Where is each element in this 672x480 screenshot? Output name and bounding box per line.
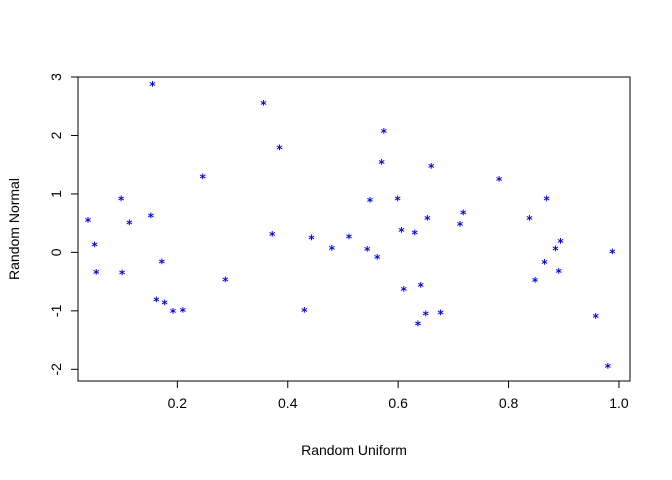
data-point: * [531,275,538,289]
x-tick-label: 1.0 [609,395,629,411]
data-point: * [345,231,352,245]
data-point: * [592,311,599,325]
data-point: * [117,193,124,207]
data-point: * [460,207,467,221]
data-point: * [394,193,401,207]
data-point: * [84,215,91,229]
data-point: * [526,213,533,227]
data-point: * [380,126,387,140]
x-tick-label: 0.6 [388,395,408,411]
x-axis: 0.2 0.4 0.6 0.8 1.0 [168,380,629,411]
data-point: * [153,294,160,308]
data-point: * [417,280,424,294]
data-point: * [260,98,267,112]
x-tick-label: 0.2 [168,395,188,411]
data-point: * [555,266,562,280]
data-point: * [158,256,165,270]
data-point: * [169,306,176,320]
data-point: * [400,284,407,298]
data-point: * [428,161,435,175]
data-point: * [378,157,385,171]
data-point: * [398,225,405,239]
data-point: * [119,268,126,282]
data-point: * [308,233,315,247]
plot-frame [77,76,631,382]
data-point: * [374,252,381,266]
data-point: * [496,174,503,188]
data-point: * [93,267,100,281]
data-point: * [422,309,429,323]
data-point: * [91,240,98,254]
data-point: * [411,227,418,241]
data-point: * [366,195,373,209]
data-point: * [552,244,559,258]
y-axis: -2 -1 0 1 2 3 [48,73,79,376]
y-tick-label: 2 [48,131,64,139]
y-tick-label: 3 [48,73,64,81]
data-point: * [456,219,463,233]
data-point: * [604,361,611,375]
data-point: * [149,79,156,93]
y-tick-label: 1 [48,190,64,198]
data-point: * [147,210,154,224]
y-tick-label: 0 [48,248,64,256]
data-point: * [276,142,283,156]
data-point: * [609,247,616,261]
x-tick-label: 0.4 [278,395,298,411]
data-point: * [424,213,431,227]
data-point: * [199,172,206,186]
data-point: * [161,297,168,311]
data-point: * [414,318,421,332]
x-tick-label: 0.8 [499,395,519,411]
data-point: * [557,236,564,250]
data-point: * [541,257,548,271]
x-axis-label: Random Uniform [301,442,407,458]
y-tick-label: -2 [48,363,64,376]
data-point: * [328,243,335,257]
y-tick-label: -1 [48,304,64,317]
y-axis-label: Random Normal [6,178,22,280]
data-point: * [179,305,186,319]
data-point: * [222,275,229,289]
data-point: * [437,307,444,321]
data-point: * [301,305,308,319]
data-points: * * * * * * * * * * * * * * * * * * * * * * * * * * * * * * * * * * * * * * * *… [84,79,616,375]
data-point: * [543,193,550,207]
data-point: * [364,244,371,258]
data-point: * [126,217,133,231]
data-point: * [269,229,276,243]
